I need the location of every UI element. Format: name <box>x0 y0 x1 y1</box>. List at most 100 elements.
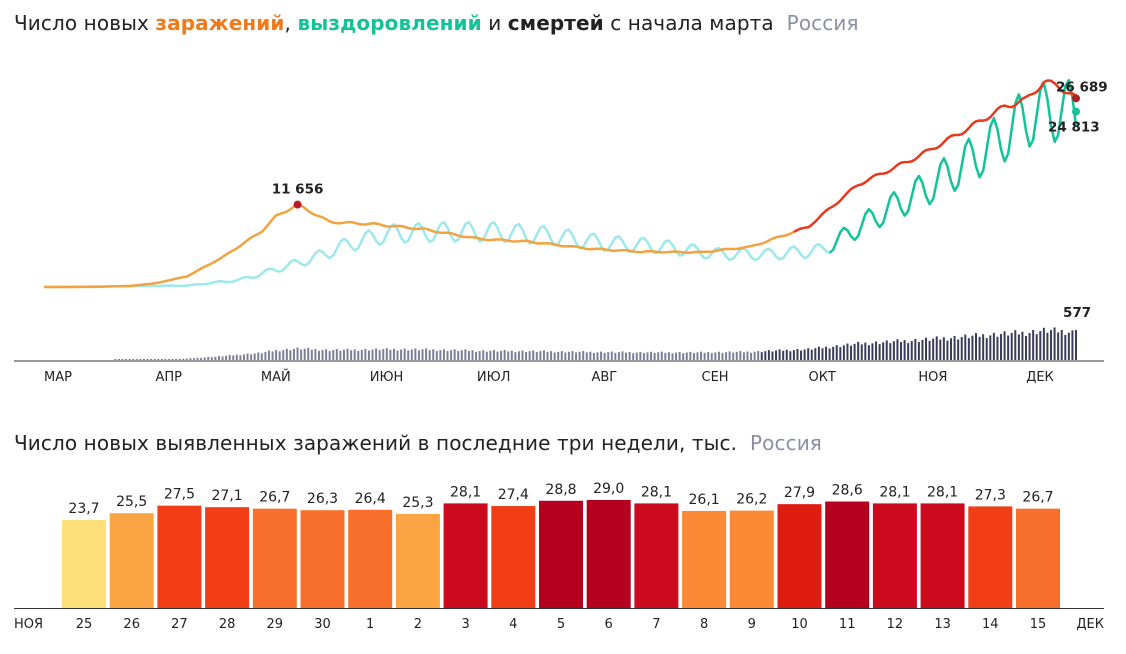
death-bar <box>817 346 820 360</box>
death-bar <box>578 351 581 360</box>
death-bar <box>600 351 603 360</box>
title-deaths: смертей <box>507 11 604 35</box>
death-bar <box>614 352 617 360</box>
death-bar <box>285 348 288 360</box>
death-bar <box>832 346 835 360</box>
death-bar <box>1053 327 1056 360</box>
death-bar <box>621 351 624 360</box>
x-tick-label: 15 <box>1030 617 1047 632</box>
title-text: и <box>481 11 508 35</box>
death-bar <box>1014 330 1017 360</box>
x-tick-label: НОЯ <box>918 370 947 385</box>
death-bar <box>892 341 895 360</box>
death-bar <box>260 353 263 360</box>
death-bar <box>542 350 545 360</box>
death-bar <box>625 352 628 360</box>
bar-value-label: 26,7 <box>259 490 290 506</box>
death-bar <box>1060 330 1063 360</box>
death-bar <box>967 338 970 360</box>
death-bar <box>735 351 738 360</box>
bar <box>62 520 106 608</box>
death-bar <box>632 353 635 360</box>
death-bar <box>925 337 928 360</box>
x-tick-label: ОКТ <box>808 370 835 385</box>
death-bar <box>489 350 492 360</box>
bar <box>109 513 154 608</box>
death-bar <box>860 344 863 360</box>
bar <box>968 506 1013 608</box>
death-bar <box>1000 334 1003 360</box>
title-text: Число новых выявленных заражений в после… <box>14 431 738 455</box>
death-bar <box>721 352 724 360</box>
bar-value-label: 25,5 <box>116 494 147 510</box>
death-bar <box>664 352 667 360</box>
death-bar <box>575 352 578 360</box>
death-bar <box>242 354 245 360</box>
death-bar <box>450 350 453 360</box>
death-bar <box>235 354 238 360</box>
death-bar <box>350 350 353 360</box>
death-bar <box>1075 330 1077 360</box>
bar-value-label: 28,1 <box>927 484 958 500</box>
death-bar <box>1057 332 1060 360</box>
bar <box>348 509 393 608</box>
region-selector[interactable]: Россия <box>786 11 859 35</box>
x-tick-label: ДЕК <box>1026 370 1054 385</box>
x-tick-label: 14 <box>982 617 999 632</box>
x-tick-label: 10 <box>791 617 808 632</box>
death-bar <box>689 351 692 360</box>
death-bar <box>567 351 570 360</box>
bar <box>491 506 536 608</box>
bar-value-label: 28,6 <box>832 483 863 499</box>
death-bar <box>364 348 367 360</box>
death-bar <box>957 339 960 360</box>
death-bar <box>167 359 170 360</box>
death-bar <box>400 349 403 360</box>
death-bar <box>221 356 224 360</box>
bar-value-label: 28,1 <box>879 484 910 500</box>
death-bar <box>953 335 956 360</box>
death-bar <box>1010 332 1013 360</box>
death-bar <box>360 349 363 360</box>
death-bar <box>425 348 428 360</box>
death-bar <box>857 341 860 360</box>
death-bar <box>342 349 345 360</box>
death-bar <box>467 351 470 360</box>
bar <box>920 503 965 608</box>
death-bar <box>742 352 745 360</box>
death-bar <box>810 349 813 360</box>
death-bar <box>789 351 792 360</box>
death-bar <box>771 351 774 360</box>
bar <box>395 513 440 608</box>
death-bar <box>1017 334 1020 360</box>
death-bar <box>528 351 531 360</box>
death-bar <box>414 348 417 360</box>
death-bar <box>682 353 685 360</box>
bar-value-label: 28,1 <box>450 484 481 500</box>
death-bar <box>310 349 313 360</box>
death-bar <box>228 355 231 360</box>
x-tick-label: 28 <box>219 617 236 632</box>
death-bar <box>707 352 710 360</box>
death-bar <box>821 348 824 360</box>
death-bar <box>671 353 674 360</box>
infections-line-early <box>44 202 795 289</box>
death-bar <box>946 340 949 360</box>
death-bar <box>292 348 295 360</box>
title-recoveries: выздоровлений <box>297 11 482 35</box>
death-bar <box>457 351 460 360</box>
peak-marker <box>293 200 302 209</box>
death-bar <box>839 347 842 360</box>
bar-value-label: 28,1 <box>641 484 672 500</box>
death-bar <box>210 357 213 360</box>
death-bar <box>767 350 770 360</box>
region-selector-2[interactable]: Россия <box>750 431 822 455</box>
death-bar <box>992 332 995 360</box>
death-bar <box>564 352 567 360</box>
death-bar <box>357 350 360 360</box>
death-bar <box>171 359 174 360</box>
bar-value-label: 23,7 <box>68 501 99 517</box>
bar-value-label: 27,3 <box>975 487 1006 503</box>
death-bar <box>800 350 803 360</box>
death-bar <box>850 345 853 360</box>
